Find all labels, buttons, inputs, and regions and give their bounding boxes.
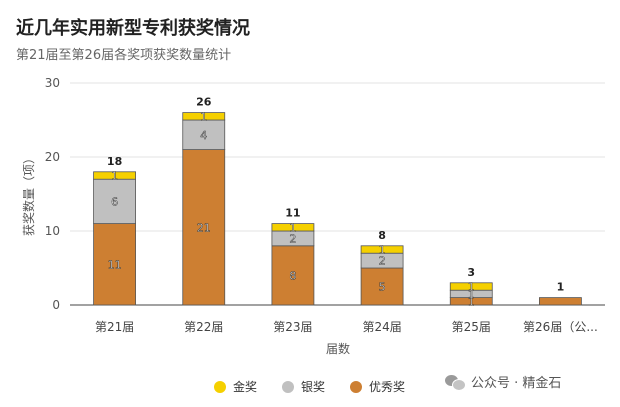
segment-data-label: 1 bbox=[111, 170, 118, 183]
bar-segment-silver bbox=[182, 119, 226, 151]
x-tick-label: 第22届 bbox=[184, 320, 223, 334]
segment-data-label: 1 bbox=[468, 281, 475, 294]
segment-data-label: 1 bbox=[379, 244, 386, 257]
bar-segment-silver bbox=[93, 178, 136, 224]
segment-data-label: 11 bbox=[108, 258, 122, 271]
legend-item-excellent[interactable]: 优秀奖 bbox=[350, 378, 405, 395]
segment-data-label: 2 bbox=[289, 232, 296, 245]
bar-segment-gold bbox=[271, 223, 315, 232]
total-data-label: 3 bbox=[467, 266, 475, 279]
segment-data-label: 6 bbox=[111, 195, 118, 208]
bar-segment-gold bbox=[182, 112, 226, 121]
y-tick-label: 0 bbox=[52, 298, 60, 312]
watermark-text: 公众号 · 精金石 bbox=[471, 376, 562, 391]
segment-data-label: 8 bbox=[289, 269, 296, 282]
chart-legend: 金奖 银奖 优秀奖 bbox=[0, 378, 620, 396]
stacked-bar-chart: 0102030届数获奖数量（项）116118第21届214126第22届8211… bbox=[21, 76, 605, 356]
segment-data-label: 1 bbox=[289, 221, 296, 234]
x-tick-label: 第21届 bbox=[95, 320, 134, 334]
segment-data-label: 1 bbox=[468, 295, 475, 308]
bar-segment-excellent bbox=[539, 297, 582, 306]
total-data-label: 11 bbox=[285, 207, 300, 220]
segment-data-label: 2 bbox=[379, 255, 386, 268]
y-tick-label: 10 bbox=[45, 224, 60, 238]
segment-data-label: 1 bbox=[468, 288, 475, 301]
segment-data-label: 1 bbox=[200, 110, 207, 123]
legend-item-silver[interactable]: 银奖 bbox=[282, 378, 325, 395]
bar-segment-gold bbox=[449, 282, 493, 291]
wechat-icon bbox=[445, 374, 466, 391]
y-tick-label: 20 bbox=[45, 150, 60, 164]
legend-swatch-silver bbox=[282, 380, 294, 393]
x-tick-label: 第24届 bbox=[362, 320, 401, 334]
legend-item-gold[interactable]: 金奖 bbox=[214, 378, 257, 395]
y-axis-title: 获奖数量（项） bbox=[21, 152, 36, 236]
legend-swatch-excellent bbox=[350, 380, 362, 393]
x-tick-label: 第23届 bbox=[273, 320, 312, 334]
total-data-label: 18 bbox=[107, 155, 122, 168]
total-data-label: 26 bbox=[196, 96, 212, 109]
y-tick-label: 30 bbox=[45, 76, 60, 90]
watermark: 公众号 · 精金石 bbox=[445, 372, 561, 391]
legend-label-gold: 金奖 bbox=[233, 380, 258, 394]
x-axis-title: 届数 bbox=[326, 341, 350, 356]
x-tick-label: 第25届 bbox=[452, 320, 491, 334]
segment-data-label: 5 bbox=[379, 281, 386, 294]
total-data-label: 8 bbox=[378, 229, 386, 242]
legend-label-silver: 银奖 bbox=[301, 380, 326, 394]
bar-segment-gold bbox=[360, 245, 404, 254]
bar-segment-excellent bbox=[182, 149, 226, 306]
chart-subtitle: 第21届至第26届各奖项获奖数量统计 bbox=[16, 48, 232, 63]
segment-data-label: 4 bbox=[200, 129, 207, 142]
total-data-label: 1 bbox=[557, 281, 565, 294]
x-tick-label: 第26届（公... bbox=[523, 320, 598, 334]
legend-swatch-gold bbox=[214, 380, 226, 393]
chart-title: 近几年实用新型专利获奖情况 bbox=[16, 18, 250, 39]
segment-data-label: 21 bbox=[197, 221, 211, 234]
legend-label-excellent: 优秀奖 bbox=[369, 380, 406, 394]
bar-segment-excellent bbox=[271, 245, 315, 306]
bar-segment-gold bbox=[93, 171, 136, 180]
